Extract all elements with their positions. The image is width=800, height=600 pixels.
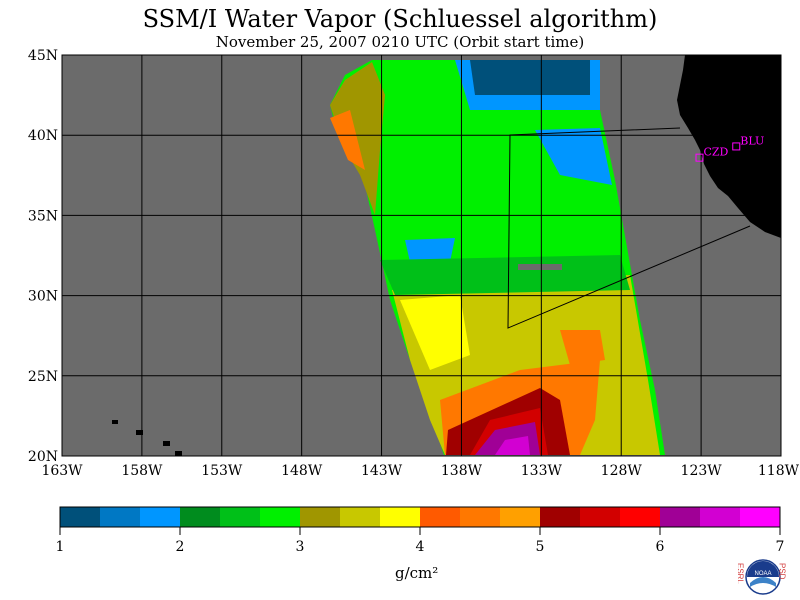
lon-tick-label: 148W: [281, 463, 323, 479]
chart-subtitle: November 25, 2007 0210 UTC (Orbit start …: [215, 33, 585, 51]
colorbar-tick-label: 2: [176, 539, 185, 555]
lon-tick-label: 118W: [758, 463, 800, 479]
swath-field: [330, 60, 665, 455]
colorbar-swatch: [580, 507, 621, 527]
colorbar-ticks: 1 2 3 4 5 6 7: [56, 527, 785, 555]
colorbar-swatch: [140, 507, 181, 527]
island: [163, 441, 170, 446]
site-marker: [732, 142, 741, 151]
site-label: CZD: [704, 146, 729, 159]
site-label: BLU: [740, 134, 764, 147]
lat-tick-label: 35N: [28, 208, 58, 224]
colorbar-swatch: [60, 507, 101, 527]
colorbar-swatch: [340, 507, 381, 527]
units-label: g/cm²: [395, 564, 439, 582]
colorbar-swatches: [59, 506, 781, 528]
island: [175, 451, 182, 456]
colorbar-swatch: [700, 507, 741, 527]
esrl-e: ESRL: [738, 563, 745, 584]
longitude-labels: 163W 158W 153W 148W 143W 138W 133W 128W 123W 118W: [41, 463, 799, 479]
colorbar-tick-label: 4: [416, 539, 425, 555]
coastline-land: [677, 55, 781, 238]
colorbar-tick-label: 1: [56, 539, 65, 555]
colorbar-swatch: [180, 507, 221, 527]
lat-tick-label: 20N: [28, 449, 58, 465]
colorbar-swatch: [300, 507, 341, 527]
colorbar-tick-label: 7: [776, 539, 785, 555]
map-frame: [61, 54, 782, 457]
latitude-labels: 45N 40N 35N 30N 25N 20N: [28, 48, 58, 465]
colorbar-swatch: [660, 507, 701, 527]
psd-p: PSD: [778, 563, 787, 580]
colorbar-swatch: [740, 507, 781, 527]
chart-title: SSM/I Water Vapor (Schluessel algorithm): [142, 5, 658, 33]
site-marker: [695, 153, 704, 162]
colorbar-swatch: [620, 507, 661, 527]
colorbar-tick-label: 3: [296, 539, 305, 555]
logo-noaa-text: NOAA: [754, 571, 771, 577]
colorbar-swatch: [500, 507, 541, 527]
colorbar-tick-label: 5: [536, 539, 545, 555]
colorbar-swatch: [460, 507, 501, 527]
lon-tick-label: 138W: [441, 463, 483, 479]
flight-track: [507, 127, 751, 329]
colorbar-swatch: [380, 507, 421, 527]
lon-tick-label: 153W: [201, 463, 243, 479]
colorbar-swatch: [260, 507, 301, 527]
site-markers: CZD BLU: [695, 134, 764, 162]
logo-upper: [747, 561, 779, 577]
lon-tick-label: 133W: [521, 463, 563, 479]
lat-tick-label: 25N: [28, 369, 58, 385]
island: [112, 420, 118, 424]
lat-tick-label: 30N: [28, 289, 58, 305]
lon-tick-label: 163W: [41, 463, 83, 479]
island: [136, 430, 143, 435]
lat-lon-grid: [62, 55, 781, 456]
colorbar-swatch: [220, 507, 261, 527]
lon-tick-label: 158W: [121, 463, 163, 479]
noaa-logo: ESRL NOAA PSD: [738, 559, 787, 595]
lon-tick-label: 128W: [601, 463, 643, 479]
lat-tick-label: 40N: [28, 128, 58, 144]
colorbar-swatch: [540, 507, 581, 527]
colorbar-swatch: [100, 507, 141, 527]
lon-tick-label: 143W: [361, 463, 403, 479]
lat-tick-label: 45N: [28, 48, 58, 64]
lon-tick-label: 123W: [681, 463, 723, 479]
colorbar-swatch: [420, 507, 461, 527]
logo-wave: [750, 577, 776, 587]
colorbar-tick-label: 6: [656, 539, 665, 555]
